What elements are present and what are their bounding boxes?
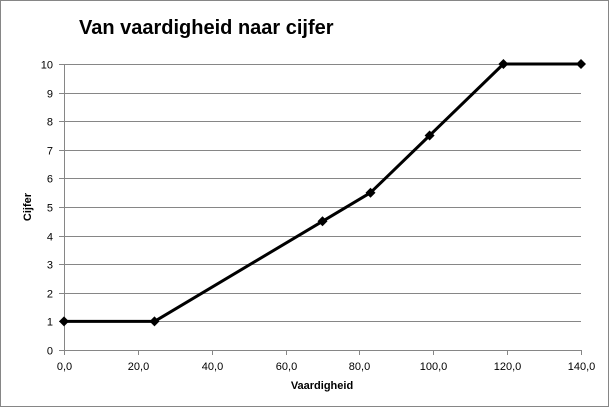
- data-point-diamond: [576, 59, 586, 69]
- y-tick-label: 0: [47, 346, 53, 358]
- data-point-diamond: [59, 316, 69, 327]
- data-point-diamond: [424, 130, 435, 141]
- data-point-diamond: [365, 187, 376, 198]
- y-tick-label: 5: [47, 203, 53, 215]
- y-tick-label: 2: [47, 289, 53, 301]
- series-layer: [59, 59, 586, 327]
- y-tick-label: 8: [47, 117, 53, 129]
- y-tick-label: 7: [47, 146, 53, 158]
- y-tick-label: 4: [47, 232, 53, 244]
- x-tick-label: 40,0: [202, 361, 223, 373]
- data-point-diamond: [149, 316, 160, 327]
- x-tick-label: 80,0: [349, 361, 370, 373]
- axes: [59, 64, 582, 355]
- gridlines: [64, 64, 581, 322]
- x-tick-label: 20,0: [128, 361, 149, 373]
- y-tick-label: 3: [47, 260, 53, 272]
- y-tick-label: 10: [41, 60, 53, 72]
- x-tick-label: 100,0: [420, 361, 448, 373]
- chart-title: Van vaardigheid naar cijfer: [79, 17, 334, 39]
- x-tick-label: 120,0: [494, 361, 522, 373]
- y-tick-label: 6: [47, 174, 53, 186]
- x-axis-label: Vaardigheid: [291, 380, 353, 392]
- y-tick-label: 1: [47, 317, 53, 329]
- series-line: [64, 62, 581, 323]
- x-tick-label: 0,0: [57, 361, 72, 373]
- x-tick-label: 60,0: [276, 361, 297, 373]
- y-axis-label: Cijfer: [22, 192, 34, 221]
- data-point-diamond: [498, 59, 509, 69]
- y-tick-label: 9: [47, 89, 53, 101]
- data-point-diamond: [317, 216, 328, 227]
- x-tick-label: 140,0: [568, 361, 596, 373]
